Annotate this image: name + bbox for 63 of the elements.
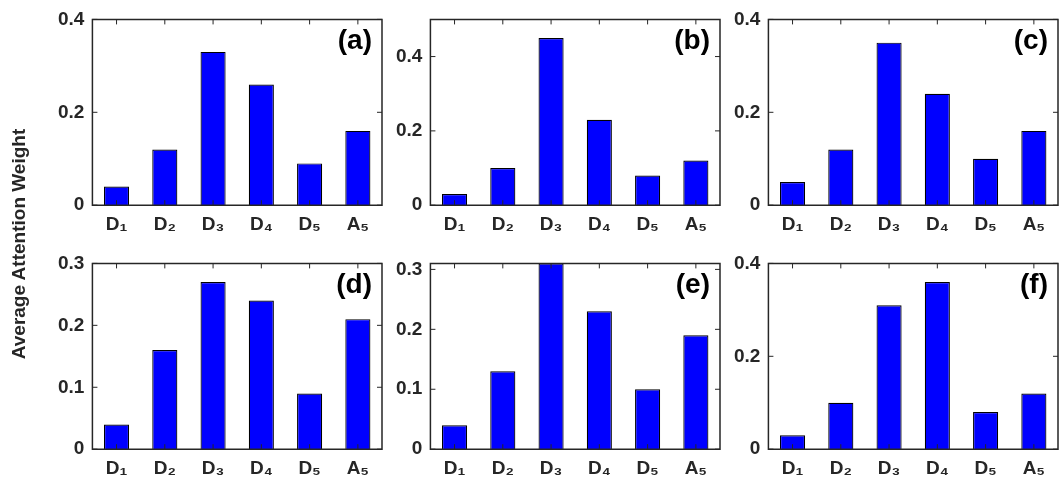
x-tick-label: D₄ <box>587 456 611 478</box>
y-tick-label: 0.2 <box>395 119 423 141</box>
y-tick-label: 0 <box>749 437 761 459</box>
x-tick-label: A₅ <box>684 456 708 478</box>
y-tick-label: 0.2 <box>57 100 85 122</box>
x-tick-label: D₁ <box>105 456 128 478</box>
x-tick-label: D₅ <box>636 456 659 478</box>
x-tick-label: D₁ <box>443 212 466 234</box>
y-tick-label: 0 <box>73 437 85 459</box>
y-tick-label: 0.4 <box>733 251 761 273</box>
x-tick-label: D₄ <box>925 212 949 234</box>
x-tick-label: D₃ <box>877 456 901 478</box>
x-tick-label: D₁ <box>781 212 804 234</box>
x-tick-label: D₃ <box>201 456 225 478</box>
x-tick-label: D₃ <box>539 212 563 234</box>
x-tick-label: A₅ <box>1022 212 1046 234</box>
x-tick-label: A₅ <box>684 212 708 234</box>
annotation: (e) <box>675 268 710 300</box>
x-tick-label: A₅ <box>1022 456 1046 478</box>
x-tick-label: A₅ <box>346 456 370 478</box>
y-tick-label: 0 <box>749 193 761 215</box>
x-tick-label: D₂ <box>491 456 514 478</box>
y-tick-label: 0.2 <box>733 100 761 122</box>
x-tick-label: D₃ <box>539 456 563 478</box>
annotation: (b) <box>674 24 710 56</box>
y-tick-label: 0.1 <box>395 377 423 399</box>
annotation: (c) <box>1013 24 1048 56</box>
x-tick-label: D₅ <box>974 212 997 234</box>
x-tick-label: D₂ <box>153 456 176 478</box>
x-tick-label: D₃ <box>201 212 225 234</box>
y-tick-label: 0 <box>411 437 423 459</box>
y-tick-label: 0 <box>73 193 85 215</box>
x-tick-label: D₄ <box>249 212 273 234</box>
annotation: (f) <box>1020 268 1048 300</box>
y-tick-label: 0.2 <box>733 344 761 366</box>
y-tick-label: 0.2 <box>57 313 85 335</box>
x-tick-label: D₅ <box>298 212 321 234</box>
y-tick-label: 0.4 <box>57 7 85 29</box>
x-tick-label: D₅ <box>636 212 659 234</box>
y-tick-label: 0.1 <box>57 375 85 397</box>
x-tick-label: D₂ <box>829 456 852 478</box>
y-tick-label: 0.4 <box>395 44 423 66</box>
x-tick-label: D₁ <box>105 212 128 234</box>
x-tick-label: A₅ <box>346 212 370 234</box>
y-tick-label: 0.3 <box>57 251 85 273</box>
x-tick-label: D₄ <box>249 456 273 478</box>
x-tick-label: D₄ <box>587 212 611 234</box>
annotation: (d) <box>336 268 372 300</box>
y-tick-label: 0.2 <box>395 317 423 339</box>
x-tick-label: D₁ <box>443 456 466 478</box>
x-tick-label: D₅ <box>974 456 997 478</box>
x-tick-label: D₄ <box>925 456 949 478</box>
x-tick-label: D₂ <box>153 212 176 234</box>
y-axis-title: Average Attention Weight <box>8 128 30 360</box>
y-tick-label: 0 <box>411 193 423 215</box>
x-tick-label: D₂ <box>491 212 514 234</box>
x-tick-label: D₅ <box>298 456 321 478</box>
y-tick-label: 0.3 <box>395 257 423 279</box>
x-tick-label: D₃ <box>877 212 901 234</box>
x-tick-label: D₁ <box>781 456 804 478</box>
annotation: (a) <box>337 24 372 56</box>
x-tick-label: D₂ <box>829 212 852 234</box>
y-tick-label: 0.4 <box>733 7 761 29</box>
